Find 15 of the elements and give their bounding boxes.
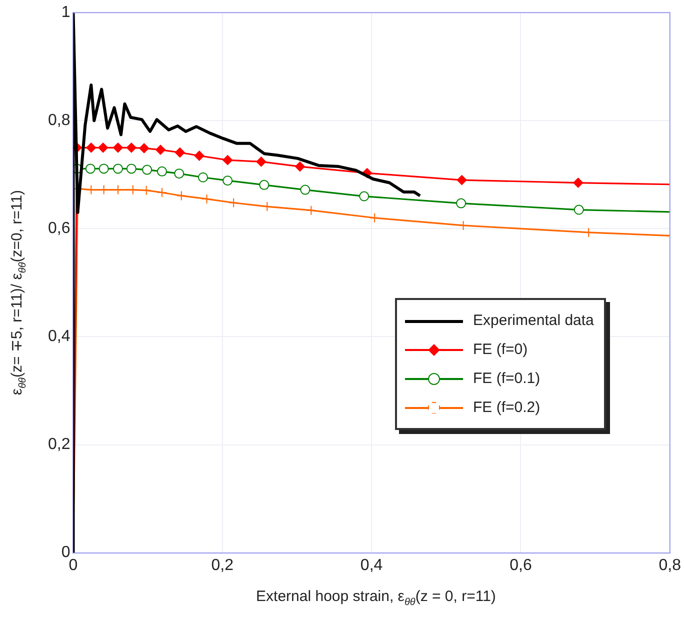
y-tick-label: 0,6 (48, 220, 70, 238)
x-tick-label: 0,6 (510, 556, 532, 574)
y-tick-label: 0,2 (48, 436, 70, 454)
legend-label: FE (f=0.2) (473, 399, 540, 416)
y-tick-label: 1 (61, 4, 70, 22)
y-tick-label: 0 (61, 544, 70, 562)
legend-label: Experimental data (473, 312, 594, 329)
x-axis-title: External hoop strain, ε$_{θθ}$(z = 0, r=11) (255, 588, 497, 608)
legend-label: FE (f=0) (473, 341, 528, 358)
legend-label: FE (f=0.1) (473, 370, 540, 387)
x-tick-label: 0,4 (360, 556, 383, 574)
y-tick-label: 0,4 (48, 328, 70, 346)
x-tick-label: 0,2 (211, 556, 234, 574)
y-tick-label: 0,8 (48, 112, 70, 130)
x-tick-label: 0,8 (658, 556, 682, 574)
